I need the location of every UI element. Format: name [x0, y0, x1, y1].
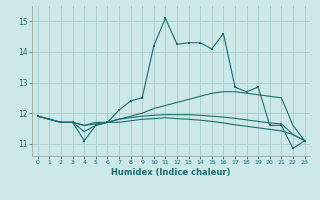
- X-axis label: Humidex (Indice chaleur): Humidex (Indice chaleur): [111, 168, 231, 177]
